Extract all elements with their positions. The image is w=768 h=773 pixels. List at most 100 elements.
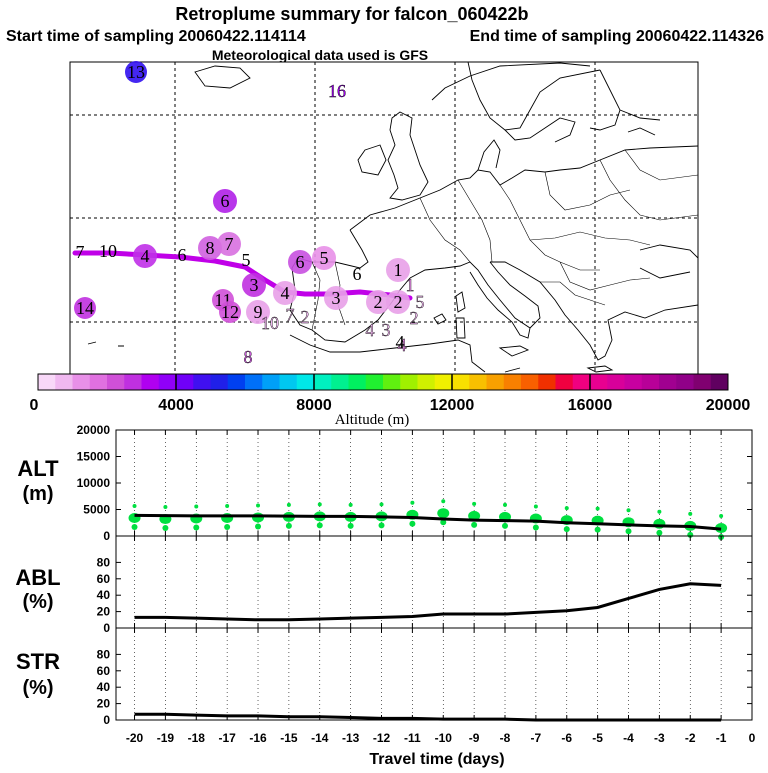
map-gridlines [70,62,698,374]
colorbar-cell [262,374,280,390]
colorbar-cell [72,374,91,390]
plume-cluster-number: 14 [76,298,94,318]
x-tick-label: -3 [654,731,665,745]
start-time-label: Start time of sampling 20060422.114114 [6,28,306,45]
colorbar-cell [227,374,246,390]
altitude-cluster-dot [410,500,415,505]
colorbar-cell [296,374,315,390]
colorbar-cell [710,374,729,390]
colorbar-cell [572,374,591,390]
colorbar-cell [538,374,556,390]
plume-cluster-number: 13 [127,62,145,82]
altitude-cluster-dot [688,511,693,516]
altitude-cluster-dot [471,521,478,528]
colorbar-cell [176,374,194,390]
colorbar-cell [659,374,677,390]
colorbar-cell [555,374,574,390]
plume-cluster-13: 3 [242,273,266,297]
plume-cluster-marker [366,290,390,314]
plume-cluster-number: 1 [394,260,403,280]
altitude-cluster-dot [131,523,138,530]
x-axis-label: Travel time (days) [369,751,504,768]
plume-cluster-33: 4 [396,332,405,352]
plume-cluster-number: 8 [244,347,253,367]
plume-cluster-16: 1 [386,258,410,282]
altitude-cluster-dot [316,522,323,529]
colorbar-cell [107,374,125,390]
plume-cluster-number: 3 [382,320,391,340]
plume-cluster-17: 6 [353,264,362,284]
plume-cluster-number: 10 [261,313,279,333]
colorbar-cell [124,374,142,390]
colorbar-cell [89,374,108,390]
abl-panel-label-top: ABL [15,565,60,590]
plume-cluster-number: 5 [416,292,425,312]
colorbar-cell [641,374,660,390]
colorbar-ticks: 0 4000 8000 12000 16000 20000 [30,374,750,414]
x-tick-label: -13 [342,731,360,745]
plume-cluster-marker [198,236,222,260]
altitude-cluster-dot [657,509,662,514]
plume-cluster-14: 4 [273,281,297,305]
plume-cluster-number: 6 [353,264,362,284]
y-tick-label: 80 [97,647,111,661]
plume-cluster-4: 7 [76,242,85,262]
plume-cluster-8: 8 [198,236,222,260]
end-time-label: End time of sampling 20060422.114326 [470,28,764,45]
alt-panel: 20000 15000 10000 5000 0 [77,423,753,543]
altitude-cluster-dot [626,508,631,513]
plume-cluster-marker [125,61,147,83]
plume-cluster-31: 14 [74,297,96,319]
plume-cluster-number: 8 [206,238,215,258]
median-altitude-line [134,513,722,531]
altitude-cluster-dot [532,524,539,531]
altitude-cluster-dot [595,506,600,511]
plume-cluster-21: 10 [261,313,279,333]
altitude-cluster-dot [440,519,447,526]
y-tick-label: 80 [97,555,111,569]
str-panel-label-unit: (%) [22,677,53,699]
y-tick-label: 5000 [83,503,110,517]
altitude-cluster-dot [441,499,446,504]
plume-cluster-marker [219,301,241,323]
altitude-cluster-dot [503,502,508,507]
plume-cluster-24: 2 [366,290,390,314]
coastlines [87,61,699,373]
altitude-cluster-dot [594,526,601,533]
plume-cluster-number: 3 [332,288,341,308]
x-tick-label: -9 [469,731,480,745]
plume-cluster-number: 2 [394,292,403,312]
country-borders [311,149,699,331]
x-tick-label: -20 [126,731,144,745]
plume-cluster-number: 12 [221,302,239,322]
altitude-cluster-dot [472,501,477,506]
plume-cluster-marker [213,189,237,213]
plume-cluster-32: 8 [243,347,253,367]
altitude-cluster-dot [656,529,663,536]
plume-cluster-number: 6 [178,245,187,265]
colorbar-tick-label: 0 [30,397,39,414]
altitude-cluster-dot [163,505,168,510]
plume-cluster-marker [386,258,410,282]
colorbar-label: Altitude (m) [335,412,410,428]
y-tick-label: 15000 [77,450,111,464]
plume-cluster-number: 5 [242,250,251,270]
plume-cluster-1: 13 [125,61,147,83]
colorbar-cell [245,374,263,390]
time-series-panels: ALT (m) ABL (%) STR (%) Travel time (day… [15,423,755,768]
y-tick-label: 60 [97,664,111,678]
colorbar-cell [607,374,625,390]
colorbar-cell [676,374,694,390]
plume-cluster-marker [74,297,96,319]
plume-cluster-number: 6 [296,252,305,272]
plume-cluster-5: 10 [99,241,117,261]
colorbar-cell [383,374,401,390]
x-tick-label: -17 [218,731,236,745]
plume-cluster-15: 3 [324,286,348,310]
plume-cluster-number: 4 [141,246,150,266]
x-tick-label: -6 [561,731,572,745]
colorbar-cell [521,374,539,390]
colorbar-cell [158,374,177,390]
